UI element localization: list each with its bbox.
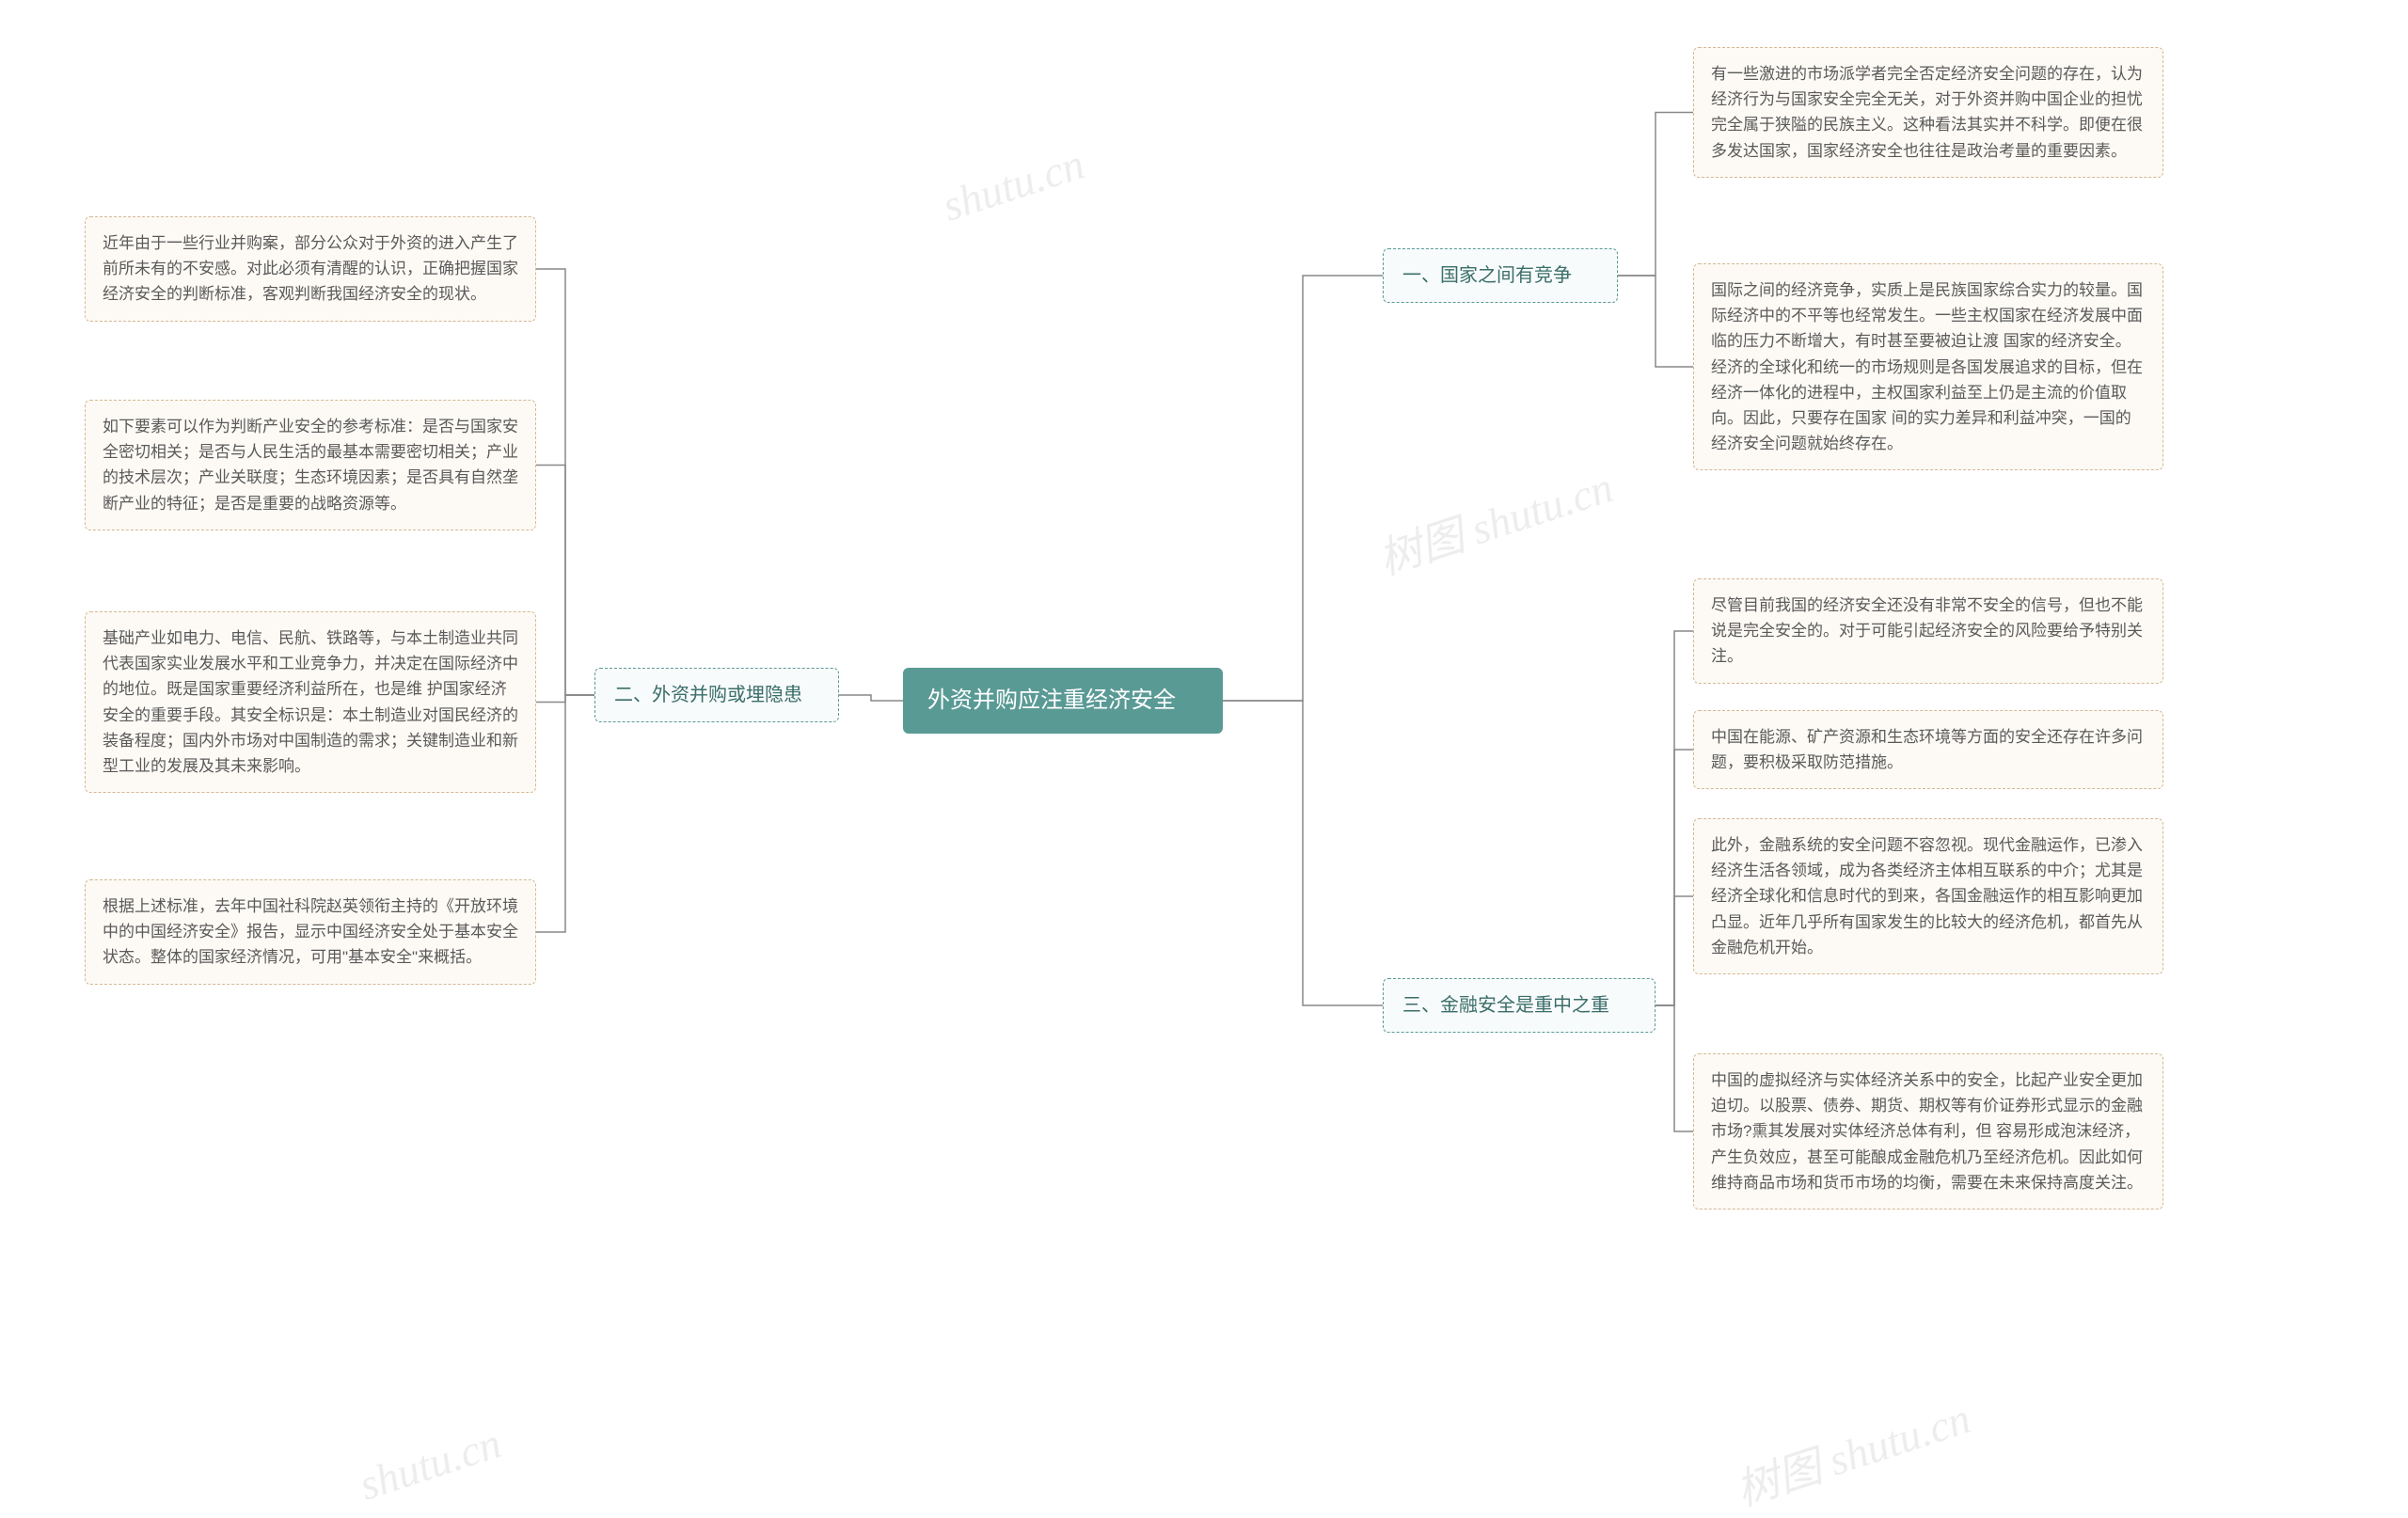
leaf-text: 中国的虚拟经济与实体经济关系中的安全，比起产业安全更加迫切。以股票、债券、期货、… (1711, 1071, 2143, 1192)
leaf-text: 尽管目前我国的经济安全还没有非常不安全的信号，但也不能说是完全安全的。对于可能引… (1711, 596, 2143, 665)
branch-node: 二、外资并购或埋隐患 (594, 668, 839, 722)
leaf-text: 国际之间的经济竞争，实质上是民族国家综合实力的较量。国际经济中的不平等也经常发生… (1711, 281, 2143, 452)
branch-label: 一、国家之间有竞争 (1402, 265, 1572, 286)
leaf-text: 近年由于一些行业并购案，部分公众对于外资的进入产生了前所未有的不安感。对此必须有… (103, 234, 518, 303)
branch-label: 二、外资并购或埋隐患 (614, 685, 802, 705)
leaf-text: 此外，金融系统的安全问题不容忽视。现代金融运作，已渗入经济生活各领域，成为各类经… (1711, 836, 2143, 957)
leaf-node: 此外，金融系统的安全问题不容忽视。现代金融运作，已渗入经济生活各领域，成为各类经… (1693, 818, 2163, 974)
watermark: shutu.cn (354, 1417, 507, 1510)
branch-node: 三、金融安全是重中之重 (1383, 978, 1656, 1033)
center-label: 外资并购应注重经济安全 (927, 688, 1176, 713)
watermark: 树图 shutu.cn (1370, 453, 1620, 588)
leaf-text: 基础产业如电力、电信、民航、铁路等，与本土制造业共同代表国家实业发展水平和工业竞… (103, 629, 518, 775)
leaf-node: 中国在能源、矿产资源和生态环境等方面的安全还存在许多问题，要积极采取防范措施。 (1693, 710, 2163, 789)
leaf-node: 尽管目前我国的经济安全还没有非常不安全的信号，但也不能说是完全安全的。对于可能引… (1693, 578, 2163, 684)
leaf-node: 如下要素可以作为判断产业安全的参考标准：是否与国家安全密切相关；是否与人民生活的… (85, 400, 536, 530)
leaf-node: 根据上述标准，去年中国社科院赵英领衔主持的《开放环境中的中国经济安全》报告，显示… (85, 879, 536, 985)
leaf-node: 有一些激进的市场派学者完全否定经济安全问题的存在，认为经济行为与国家安全完全无关… (1693, 47, 2163, 178)
branch-label: 三、金融安全是重中之重 (1402, 995, 1609, 1016)
branch-node: 一、国家之间有竞争 (1383, 248, 1618, 303)
watermark: 树图 shutu.cn (1727, 1384, 1977, 1518)
leaf-node: 基础产业如电力、电信、民航、铁路等，与本土制造业共同代表国家实业发展水平和工业竞… (85, 611, 536, 793)
watermark: shutu.cn (937, 138, 1090, 230)
leaf-text: 有一些激进的市场派学者完全否定经济安全问题的存在，认为经济行为与国家安全完全无关… (1711, 65, 2143, 160)
leaf-node: 国际之间的经济竞争，实质上是民族国家综合实力的较量。国际经济中的不平等也经常发生… (1693, 263, 2163, 470)
leaf-text: 中国在能源、矿产资源和生态环境等方面的安全还存在许多问题，要积极采取防范措施。 (1711, 728, 2143, 771)
leaf-node: 近年由于一些行业并购案，部分公众对于外资的进入产生了前所未有的不安感。对此必须有… (85, 216, 536, 322)
leaf-text: 根据上述标准，去年中国社科院赵英领衔主持的《开放环境中的中国经济安全》报告，显示… (103, 897, 518, 966)
mindmap-center: 外资并购应注重经济安全 (903, 668, 1223, 734)
leaf-node: 中国的虚拟经济与实体经济关系中的安全，比起产业安全更加迫切。以股票、债券、期货、… (1693, 1053, 2163, 1210)
leaf-text: 如下要素可以作为判断产业安全的参考标准：是否与国家安全密切相关；是否与人民生活的… (103, 418, 518, 513)
